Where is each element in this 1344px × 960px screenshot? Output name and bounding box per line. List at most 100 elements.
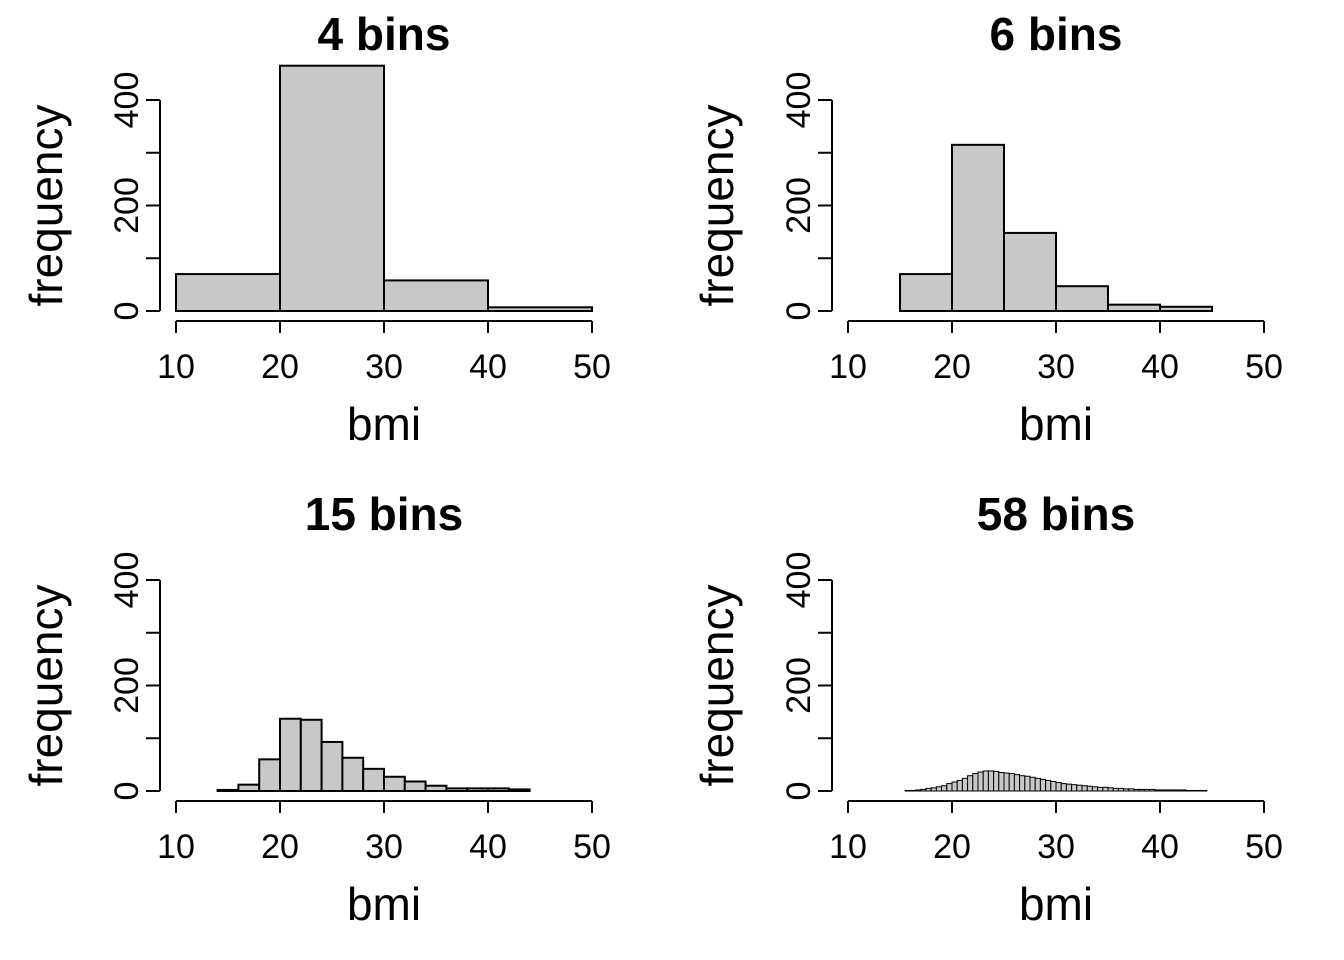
histogram-bar (951, 781, 958, 792)
histogram-bar (1143, 788, 1151, 792)
x-tick-label: 10 (157, 348, 195, 386)
histogram-bar (1159, 305, 1213, 312)
x-tick-label: 40 (469, 828, 507, 866)
y-tick-label: 0 (780, 302, 818, 321)
histogram-bar (1081, 785, 1088, 792)
chart-title: 58 bins (977, 488, 1136, 540)
x-tick-label: 10 (157, 828, 195, 866)
y-tick-label: 200 (780, 177, 818, 234)
histogram-bar (383, 279, 489, 312)
histogram-bar (930, 787, 937, 792)
y-tick-label: 400 (108, 552, 146, 609)
x-tick-label: 50 (573, 348, 611, 386)
histogram-bar (1169, 789, 1177, 792)
histogram-bar (1112, 787, 1119, 792)
histogram-bar (920, 788, 927, 792)
histogram-bar (1201, 789, 1208, 792)
histogram-bar (1008, 773, 1015, 792)
histogram-bar (445, 787, 469, 792)
histogram-bar (909, 789, 917, 792)
histogram-bar (1065, 783, 1073, 792)
histogram-bar (258, 758, 282, 792)
x-tick-label: 30 (365, 348, 403, 386)
histogram-bar (175, 273, 281, 313)
histogram-bar (951, 143, 1005, 312)
chart-title: 6 bins (990, 8, 1123, 60)
x-tick-label: 30 (1037, 828, 1075, 866)
histogram-bar (1195, 789, 1203, 792)
histogram-bar (1071, 784, 1078, 792)
y-tick-label: 400 (780, 552, 818, 609)
histogram-bar (946, 783, 953, 792)
histogram-bar (383, 775, 406, 793)
histogram-bar (941, 785, 948, 792)
histogram-bar (1050, 781, 1057, 792)
histogram-bar (1086, 785, 1093, 792)
histogram-bar (299, 718, 323, 792)
histogram-panel-4: 10 20 30 40 50 0 200 400 58 bins bmi frequency (691, 488, 1283, 930)
histogram-bar (925, 787, 932, 792)
x-tick-label: 40 (469, 348, 507, 386)
histogram-bar (487, 787, 510, 792)
histogram-bar (1128, 788, 1135, 792)
histogram-bar (1175, 789, 1182, 792)
histogram-panel-2: 10 20 30 40 50 0 200 400 6 bins bmi frequency (691, 8, 1283, 450)
y-tick-label: 200 (108, 177, 146, 234)
x-axis-label: bmi (1019, 398, 1093, 450)
histogram-bar (993, 770, 1000, 792)
y-tick-label: 0 (780, 782, 818, 801)
x-axis-label: bmi (347, 398, 421, 450)
histogram-bar (1055, 285, 1109, 312)
histogram-bar (956, 779, 963, 792)
histogram-bar (1039, 778, 1047, 792)
histogram-bar (1024, 775, 1031, 792)
chart-title: 15 bins (305, 488, 464, 540)
y-tick-label: 400 (108, 72, 146, 129)
histogram-bar (1060, 783, 1067, 792)
histogram-bar (1117, 787, 1125, 792)
x-tick-label: 10 (829, 348, 867, 386)
histogram-bar (1019, 775, 1026, 792)
x-tick-label: 50 (573, 828, 611, 866)
x-tick-label: 10 (829, 828, 867, 866)
histogram-bar (507, 788, 531, 792)
histogram-bar (279, 64, 385, 313)
y-tick-label: 200 (108, 657, 146, 714)
histogram-bar (1107, 787, 1114, 792)
histogram-bar (987, 770, 995, 792)
histogram-bar (1013, 774, 1021, 792)
histogram-bar (466, 787, 490, 792)
histogram-bar (403, 780, 427, 793)
histogram-bar (216, 788, 240, 793)
histogram-bar (1003, 231, 1057, 312)
x-tick-label: 20 (261, 828, 299, 866)
histogram-bar (1102, 786, 1109, 792)
histogram-bar (279, 717, 302, 792)
histogram-bar (1045, 779, 1052, 792)
histogram-bar (967, 775, 974, 792)
histogram-bar (424, 784, 448, 792)
y-tick-label: 200 (780, 657, 818, 714)
histogram-bar (972, 773, 979, 792)
y-tick-label: 0 (108, 782, 146, 801)
histogram-bar (977, 771, 984, 792)
histogram-bar (341, 756, 365, 793)
x-tick-label: 50 (1245, 828, 1283, 866)
histogram-bar (487, 306, 593, 312)
histogram-bar (1076, 784, 1083, 792)
histogram-panel-1: 10 20 30 40 50 0 200 400 4 bins bmi frequency (20, 8, 611, 450)
x-tick-label: 50 (1245, 348, 1283, 386)
y-axis-label: frequency (20, 104, 72, 306)
x-axis-label: bmi (347, 878, 421, 930)
x-tick-label: 30 (1037, 348, 1075, 386)
x-tick-label: 20 (933, 348, 971, 386)
histogram-bar (998, 772, 1005, 792)
x-tick-label: 20 (933, 828, 971, 866)
histogram-bar (320, 740, 344, 793)
histogram-bar (1097, 786, 1104, 792)
y-axis-label: frequency (691, 104, 743, 306)
histogram-bar (1003, 772, 1010, 792)
histogram-bar (1185, 789, 1192, 792)
x-tick-label: 30 (365, 828, 403, 866)
histogram-bar (935, 786, 943, 792)
